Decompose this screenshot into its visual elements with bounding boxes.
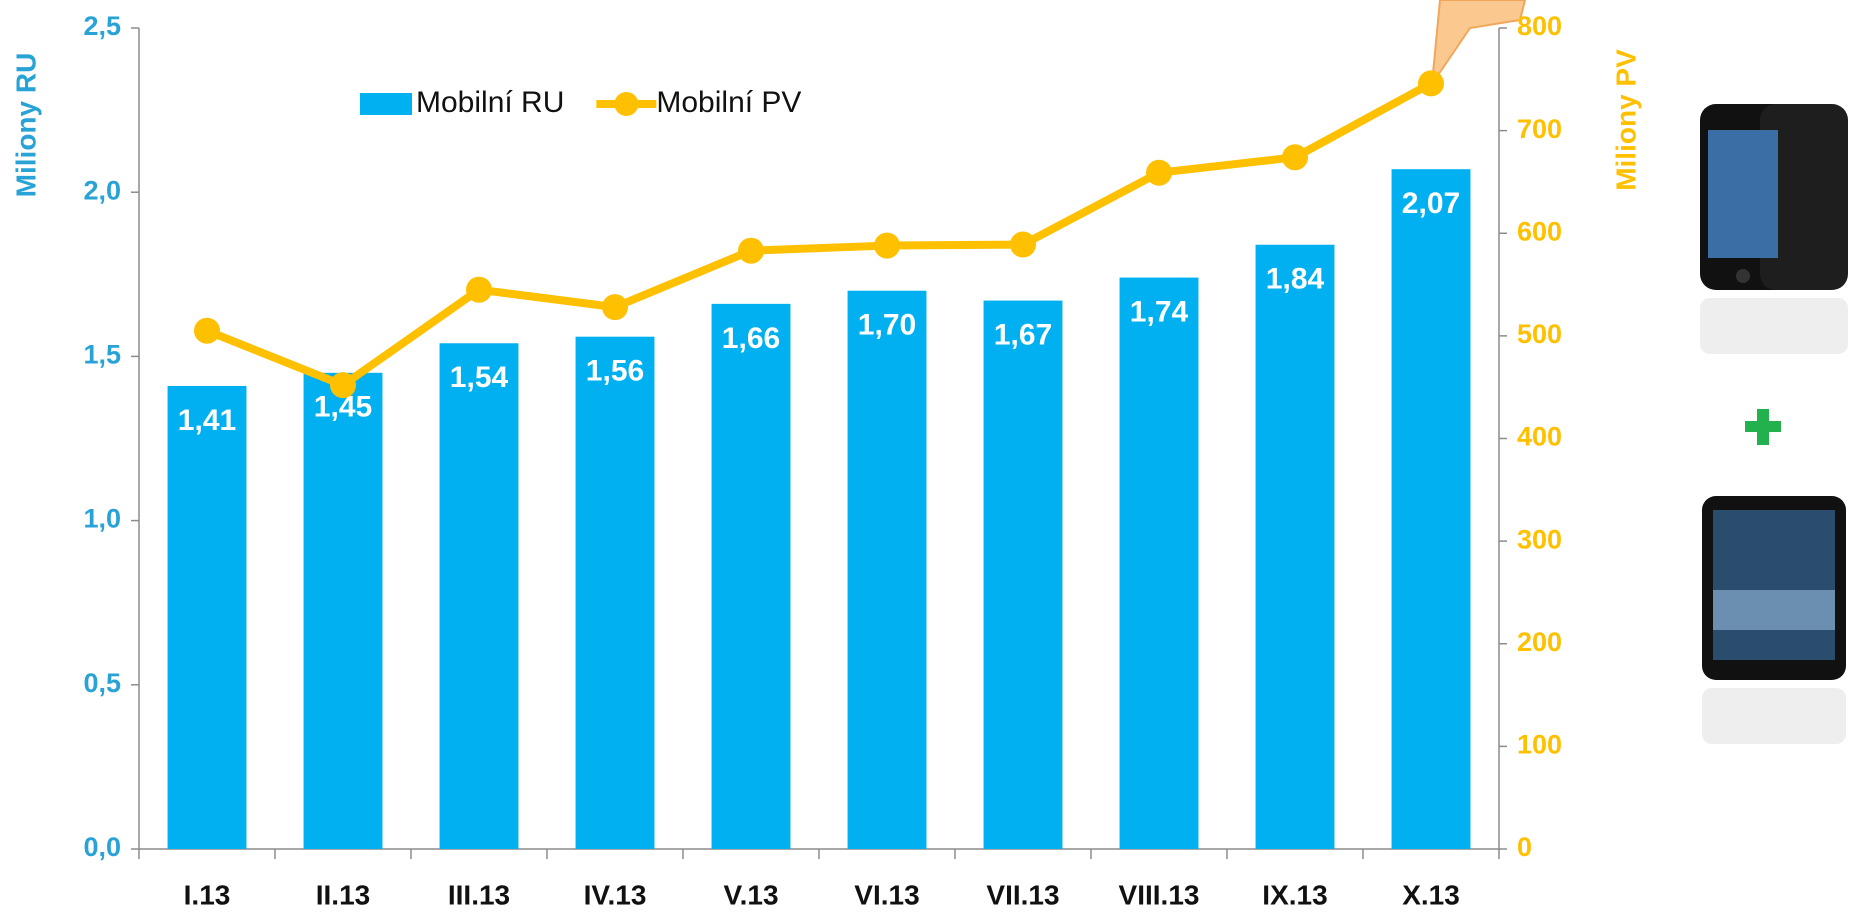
x-tick-label: X.13 <box>1402 879 1460 910</box>
phone-picture <box>1700 104 1848 354</box>
bar <box>711 303 791 850</box>
y2-tick-label: 300 <box>1517 524 1562 554</box>
data-label: 1,66 <box>722 322 780 355</box>
y-tick-label: 0,0 <box>83 832 121 862</box>
data-label: 1,41 <box>178 404 236 437</box>
x-tick-label: IV.13 <box>584 879 647 910</box>
bar <box>1255 244 1335 849</box>
line-point <box>602 294 628 321</box>
bar <box>439 343 519 849</box>
bar <box>1119 277 1199 850</box>
line-point <box>1418 70 1444 97</box>
y2-tick-label: 600 <box>1517 216 1562 246</box>
y2-tick-label: 500 <box>1517 319 1562 349</box>
bar <box>167 385 247 849</box>
legend-swatch <box>360 93 412 115</box>
plus-sign <box>1745 409 1781 445</box>
line-point <box>1282 144 1308 171</box>
data-label: 1,74 <box>1130 296 1189 329</box>
data-label: 1,54 <box>450 361 509 394</box>
x-tick-label: IX.13 <box>1262 879 1327 910</box>
x-tick-label: V.13 <box>723 879 778 910</box>
data-label: 1,84 <box>1266 263 1325 296</box>
y-tick-label: 2,5 <box>83 11 121 41</box>
line-point <box>330 372 356 399</box>
x-tick-label: VII.13 <box>986 879 1059 910</box>
bar <box>983 300 1063 849</box>
y-tick-label: 2,0 <box>83 175 121 205</box>
y2-axis-title: Miliony PV <box>1610 49 1641 191</box>
y-tick-label: 0,5 <box>83 668 121 698</box>
line-point <box>1010 231 1036 258</box>
y-tick-label: 1,0 <box>83 504 121 534</box>
y2-tick-label: 700 <box>1517 114 1562 144</box>
y2-tick-label: 400 <box>1517 422 1562 452</box>
callout <box>1431 0 1527 85</box>
x-tick-label: I.13 <box>184 879 231 910</box>
line-point <box>466 276 492 303</box>
data-label: 2,07 <box>1402 187 1460 220</box>
line-point <box>874 232 900 259</box>
data-label: 1,67 <box>994 318 1052 351</box>
x-tick-label: VI.13 <box>854 879 919 910</box>
tablet-picture <box>1702 496 1846 744</box>
y-axis-title: Miliony RU <box>10 53 41 198</box>
line-point <box>738 237 764 264</box>
legend-swatch-dot <box>614 92 639 116</box>
y-tick-label: 1,5 <box>83 340 121 370</box>
y2-tick-label: 100 <box>1517 730 1562 760</box>
x-tick-label: II.13 <box>316 879 370 910</box>
x-tick-label: VIII.13 <box>1119 879 1200 910</box>
bar <box>847 290 927 850</box>
data-label: 1,56 <box>586 355 644 388</box>
data-label: 1,70 <box>858 309 916 342</box>
bar <box>303 372 383 849</box>
legend-label: Mobilní RU <box>416 86 564 119</box>
bar <box>1391 169 1471 849</box>
y2-tick-label: 0 <box>1517 832 1532 862</box>
line <box>205 79 1433 390</box>
y2-tick-label: 800 <box>1517 11 1562 41</box>
line-point <box>194 317 220 344</box>
x-tick-label: III.13 <box>448 879 510 910</box>
legend-label: Mobilní PV <box>656 86 801 119</box>
line-point <box>1146 159 1172 186</box>
bar <box>575 336 655 849</box>
y2-tick-label: 200 <box>1517 627 1562 657</box>
